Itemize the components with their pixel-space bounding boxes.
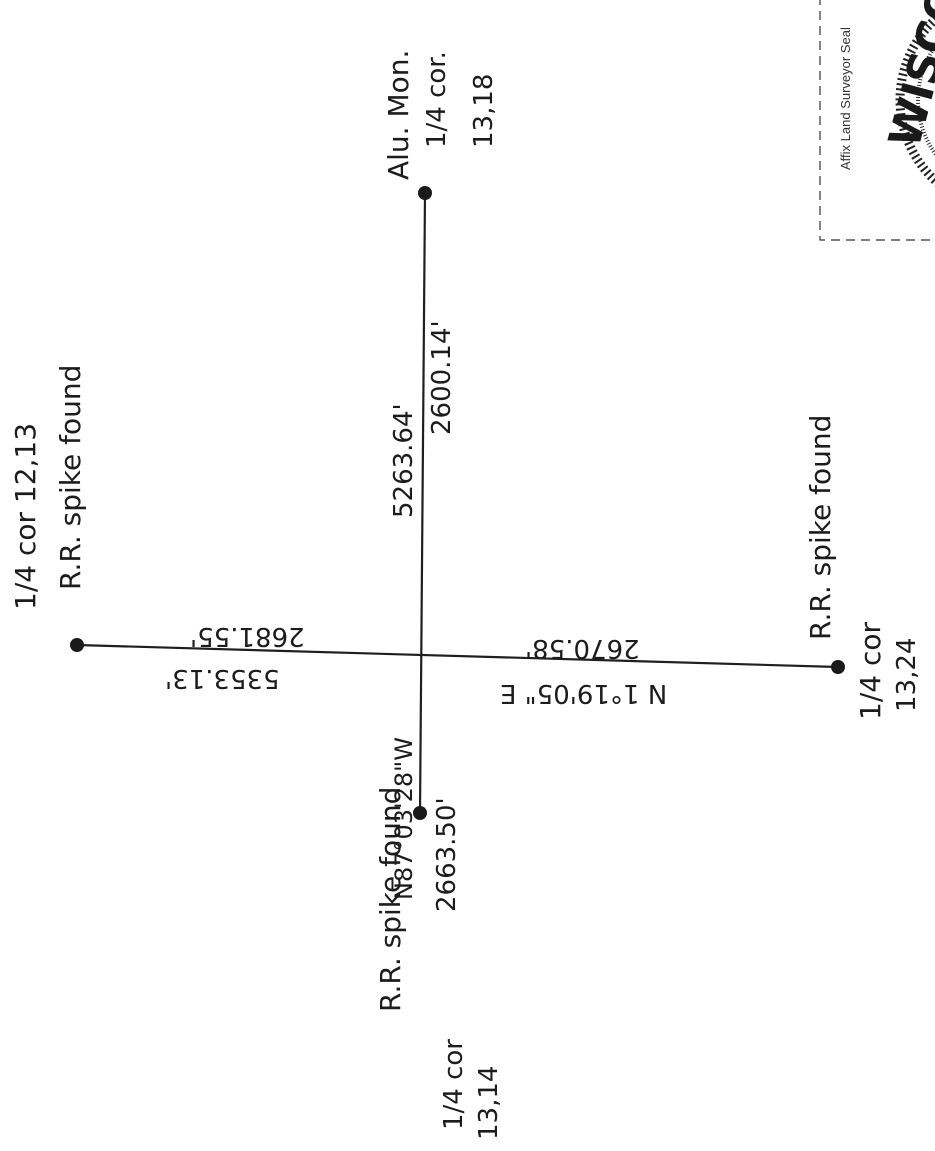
west-half-distance: 2681.55' <box>190 621 305 651</box>
south-quarter-corner-monument <box>413 806 427 820</box>
seal-outer-ring <box>895 13 935 187</box>
south-corner-line3: 13,14 <box>474 1066 504 1140</box>
south-corner-label: R.R. spike found 1/4 cor 13,14 <box>374 787 504 1140</box>
ew-total-distance: 5353.13' <box>165 663 280 693</box>
surveyor-seal-area: Affix Land Surveyor Seal WISCONSIN <box>819 0 935 241</box>
survey-lines <box>75 191 840 815</box>
ns-dimension-labels: 5263.64' 2600.14' N87°03'28"W 2663.50' <box>389 320 462 912</box>
seal-inner-ring <box>916 43 935 157</box>
north-corner-line2: 1/4 cor. <box>422 51 452 148</box>
wisconsin-seal-stamp: WISCONSIN <box>879 0 935 187</box>
east-half-distance: 2670.58' <box>525 633 640 663</box>
east-corner-line1: R.R. spike found <box>804 415 837 640</box>
north-corner-label: Alu. Mon. 1/4 cor. 13,18 <box>382 50 499 180</box>
affix-seal-label: Affix Land Surveyor Seal <box>838 27 853 170</box>
west-corner-line1: 1/4 cor 12,13 <box>9 423 42 610</box>
ew-dimension-labels: 2681.55' 5353.13' 2670.58' N 1°19'05" E <box>165 621 667 708</box>
south-corner-line2: 1/4 cor <box>439 1039 469 1130</box>
north-south-line <box>418 191 427 815</box>
west-corner-line2: R.R. spike found <box>54 365 87 590</box>
north-corner-line3: 13,18 <box>469 74 499 148</box>
north-half-distance: 2600.14' <box>427 320 457 435</box>
ns-total-distance: 5263.64' <box>389 403 419 518</box>
south-corner-line1: R.R. spike found <box>374 787 407 1012</box>
south-half-distance: 2663.50' <box>432 797 462 912</box>
west-corner-label: 1/4 cor 12,13 R.R. spike found <box>9 365 87 610</box>
east-west-line <box>75 643 840 669</box>
east-quarter-corner-monument <box>831 660 845 674</box>
east-corner-line2: 1/4 cor <box>854 622 887 720</box>
ns-bearing: N87°03'28"W <box>390 737 418 900</box>
monuments <box>70 186 845 820</box>
seal-state-text: WISCONSIN <box>879 0 935 153</box>
east-corner-line3: 13,24 <box>892 638 922 712</box>
north-quarter-corner-monument <box>418 186 432 200</box>
east-corner-label: R.R. spike found 1/4 cor 13,24 <box>804 415 922 720</box>
west-quarter-corner-monument <box>70 638 84 652</box>
ew-bearing: N 1°19'05" E <box>500 678 667 708</box>
north-corner-line1: Alu. Mon. <box>382 50 415 180</box>
